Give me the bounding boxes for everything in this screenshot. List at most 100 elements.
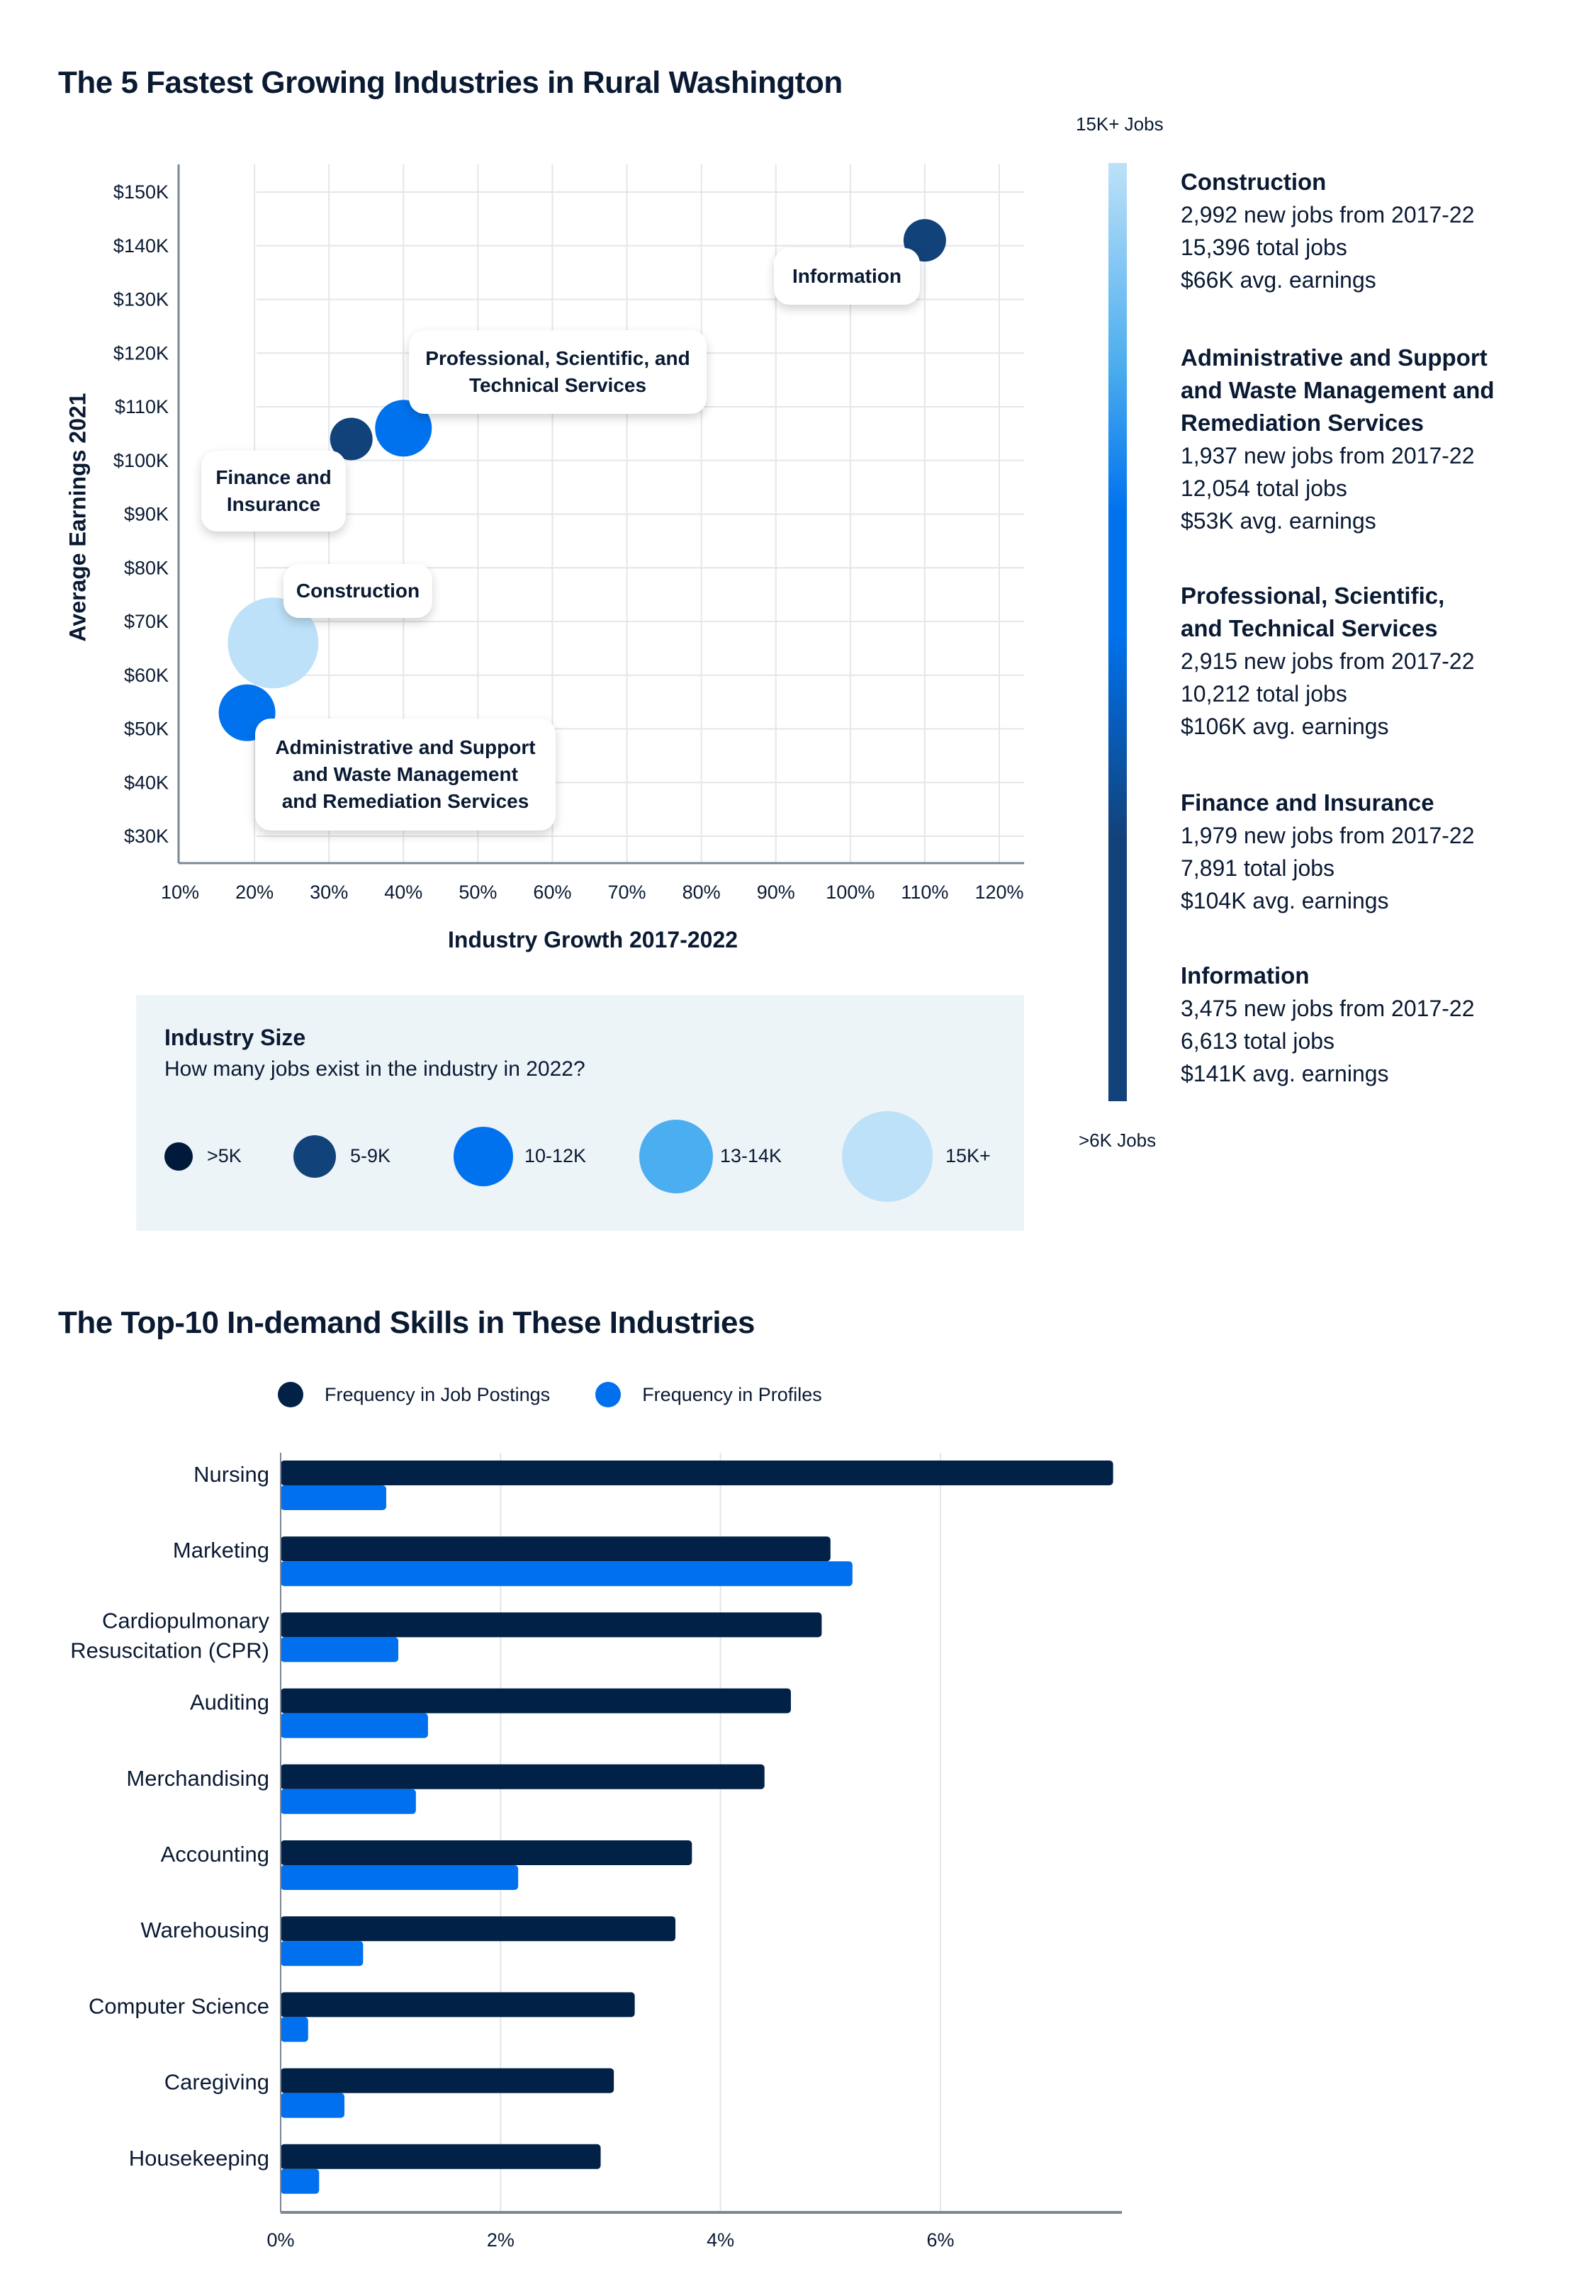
category-label: Housekeeping <box>129 2146 269 2171</box>
size-legend-label: >5K <box>207 1145 242 1166</box>
industry-summary: Construction 2,992 new jobs from 2017-22 1… <box>1181 166 1578 296</box>
legend-swatch-job-postings <box>278 1382 303 1407</box>
y-tick-label: $150K <box>113 181 169 203</box>
x-tick-label: 110% <box>901 882 948 903</box>
y-tick-label: $80K <box>124 557 169 578</box>
y-tick-label: $70K <box>124 611 169 632</box>
category-label: Computer Science <box>89 1993 269 2018</box>
category-label: Warehousing <box>140 1918 269 1942</box>
bar-job-postings-auditing[interactable] <box>281 1688 791 1713</box>
industry-new-jobs: 1,979 new jobs from 2017-22 <box>1181 823 1475 848</box>
y-tick-label: $30K <box>124 826 169 847</box>
bar-profiles-housekeeping[interactable] <box>281 2168 320 2194</box>
industry-new-jobs: 2,992 new jobs from 2017-22 <box>1181 202 1475 227</box>
industry-name: Administrative and Support and Waste Man… <box>1181 344 1495 436</box>
callout-professional: Professional, Scientific, and Technical … <box>409 330 707 414</box>
category-label: Resuscitation (CPR) <box>70 1638 269 1662</box>
callout-information: Information <box>774 248 920 305</box>
y-tick-label: $130K <box>113 289 169 310</box>
industry-summary: Administrative and Support and Waste Man… <box>1181 342 1578 537</box>
x-tick-label: 40% <box>384 882 422 903</box>
bar-job-postings-computer-science[interactable] <box>281 1992 635 2018</box>
bubble-construction[interactable] <box>227 597 319 689</box>
x-tick-label: 60% <box>533 882 571 903</box>
bar-profiles-caregiving[interactable] <box>281 2093 344 2118</box>
industry-summary: Information 3,475 new jobs from 2017-22 6,… <box>1181 960 1578 1090</box>
legend-label-profiles: Frequency in Profiles <box>642 1383 822 1405</box>
y-tick-label: $110K <box>115 396 169 417</box>
industry-name: Information <box>1181 962 1310 989</box>
colorbar <box>1108 163 1127 1101</box>
x-tick-label: 30% <box>310 882 348 903</box>
bar-job-postings-cardiopulmonary[interactable] <box>281 1612 822 1638</box>
y-tick-label: $90K <box>124 504 169 525</box>
x-tick-label: 50% <box>459 882 497 903</box>
colorbar-top-label: 15K+ Jobs <box>1076 113 1164 135</box>
bar-job-postings-accounting[interactable] <box>281 1840 692 1865</box>
bar-profiles-nursing[interactable] <box>281 1485 386 1510</box>
size-legend-swatch <box>842 1111 933 1202</box>
bar-profiles-marketing[interactable] <box>281 1561 853 1587</box>
bar-job-postings-marketing[interactable] <box>281 1536 831 1562</box>
x-tick-label: 6% <box>926 2229 954 2251</box>
industry-total-jobs: 10,212 total jobs <box>1181 681 1347 707</box>
size-legend-subtitle: How many jobs exist in the industry in 2… <box>164 1057 585 1081</box>
industry-summary: Professional, Scientific, and Technical … <box>1181 580 1578 743</box>
category-label: Marketing <box>173 1538 269 1563</box>
colorbar-bottom-label: >6K Jobs <box>1079 1130 1157 1151</box>
scatter-title: The 5 Fastest Growing Industries in Rura… <box>58 65 843 100</box>
bar-job-postings-housekeeping[interactable] <box>281 2144 601 2169</box>
bar-profiles-accounting[interactable] <box>281 1865 519 1890</box>
size-legend-label: 13-14K <box>720 1145 782 1166</box>
category-label: Caregiving <box>164 2070 269 2095</box>
x-tick-label: 20% <box>235 882 274 903</box>
bar-job-postings-caregiving[interactable] <box>281 2068 614 2093</box>
size-legend-swatch <box>293 1135 336 1178</box>
x-tick-label: 70% <box>608 882 646 903</box>
callout-construction: Construction <box>283 564 432 618</box>
y-tick-label: $100K <box>113 450 169 471</box>
size-legend-swatch <box>164 1142 193 1171</box>
bar-job-postings-warehousing[interactable] <box>281 1916 676 1942</box>
industry-total-jobs: 15,396 total jobs <box>1181 235 1347 260</box>
bar-profiles-computer-science[interactable] <box>281 2017 308 2042</box>
x-tick-label: 120% <box>974 882 1023 903</box>
industry-earnings: $53K avg. earnings <box>1181 508 1376 534</box>
industry-earnings: $66K avg. earnings <box>1181 267 1376 293</box>
size-legend: Industry Size How many jobs exist in the… <box>136 995 1024 1231</box>
bar-job-postings-nursing[interactable] <box>281 1461 1113 1485</box>
bar-chart: 0% 2% 4% 6% Nursing Marketing Cardiopulmonary R… <box>70 1453 1123 2251</box>
size-legend-swatch <box>454 1127 513 1186</box>
bar-profiles-warehousing[interactable] <box>281 1941 364 1966</box>
x-tick-label: 10% <box>161 882 199 903</box>
category-label: Auditing <box>190 1690 269 1715</box>
x-tick-label: 4% <box>707 2229 734 2251</box>
size-legend-label: 15K+ <box>945 1145 991 1166</box>
industry-summary: Finance and Insurance 1,979 new jobs from… <box>1181 787 1578 917</box>
y-tick-label: $120K <box>113 342 169 364</box>
bubble-professional[interactable] <box>375 400 432 457</box>
industry-name: Professional, Scientific, and Technical … <box>1181 583 1445 641</box>
industry-earnings: $104K avg. earnings <box>1181 888 1389 913</box>
y-tick-label: $60K <box>124 665 169 686</box>
industry-new-jobs: 3,475 new jobs from 2017-22 <box>1181 996 1475 1021</box>
industry-total-jobs: 6,613 total jobs <box>1181 1028 1335 1054</box>
x-tick-label: 80% <box>682 882 721 903</box>
bar-job-postings-merchandising[interactable] <box>281 1764 765 1789</box>
category-label: Accounting <box>161 1842 269 1867</box>
industry-earnings: $141K avg. earnings <box>1181 1061 1389 1086</box>
bar-profiles-merchandising[interactable] <box>281 1789 416 1814</box>
industry-earnings: $106K avg. earnings <box>1181 714 1389 739</box>
y-tick-label: $50K <box>124 719 169 740</box>
bar-profiles-cardiopulmonary[interactable] <box>281 1637 399 1662</box>
x-tick-label: 100% <box>826 882 875 903</box>
callout-administrative: Administrative and Support and Waste Man… <box>255 719 556 831</box>
industry-new-jobs: 2,915 new jobs from 2017-22 <box>1181 648 1475 674</box>
industry-total-jobs: 7,891 total jobs <box>1181 855 1335 881</box>
size-legend-swatch <box>639 1120 713 1193</box>
x-axis-title: Industry Growth 2017-2022 <box>448 927 738 952</box>
size-legend-title: Industry Size <box>164 1025 306 1050</box>
size-legend-label: 10-12K <box>524 1145 587 1166</box>
bubble-finance[interactable] <box>330 417 373 461</box>
bar-profiles-auditing[interactable] <box>281 1713 428 1738</box>
